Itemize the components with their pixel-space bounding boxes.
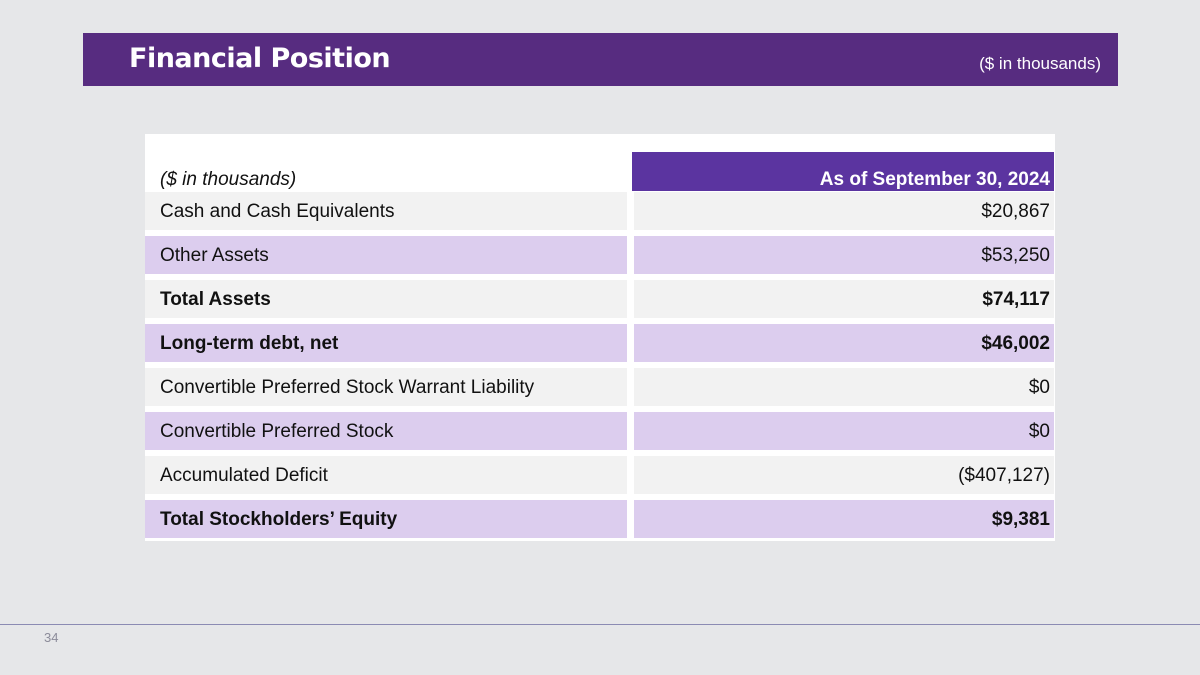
row-value-cell: $0	[634, 412, 1054, 450]
row-label: Other Assets	[160, 245, 269, 266]
table-row: Long-term debt, net $46,002	[145, 324, 1055, 362]
row-value: $9,381	[991, 509, 1050, 530]
row-label-cell: Convertible Preferred Stock Warrant Liab…	[145, 368, 627, 406]
row-label-cell: Convertible Preferred Stock	[145, 412, 627, 450]
table-label-header: ($ in thousands)	[160, 169, 297, 190]
row-label: Long-term debt, net	[160, 333, 339, 354]
row-value: $46,002	[981, 333, 1050, 354]
units-note: ($ in thousands)	[979, 54, 1101, 73]
row-value-cell: $9,381	[634, 500, 1054, 538]
row-label-cell: Total Assets	[145, 280, 627, 318]
row-value-cell: $0	[634, 368, 1054, 406]
table-row: Total Stockholders’ Equity $9,381	[145, 500, 1055, 538]
row-label: Convertible Preferred Stock Warrant Liab…	[160, 377, 535, 398]
table-row: Convertible Preferred Stock Warrant Liab…	[145, 368, 1055, 406]
footer-divider	[0, 624, 1200, 625]
row-label: Accumulated Deficit	[160, 465, 328, 486]
table-row: Other Assets $53,250	[145, 236, 1055, 274]
row-value-cell: ($407,127)	[634, 456, 1054, 494]
row-label-cell: Long-term debt, net	[145, 324, 627, 362]
table-row: Total Assets $74,117	[145, 280, 1055, 318]
row-value-cell: $74,117	[634, 280, 1054, 318]
row-label: Cash and Cash Equivalents	[160, 201, 395, 222]
row-value: $74,117	[982, 289, 1050, 310]
row-value: ($407,127)	[958, 465, 1050, 486]
column-header-label: As of September 30, 2024	[819, 169, 1050, 190]
row-label-cell: Total Stockholders’ Equity	[145, 500, 627, 538]
row-label-cell: Accumulated Deficit	[145, 456, 627, 494]
row-value-cell: $20,867	[634, 192, 1054, 230]
table-column-header: As of September 30, 2024	[632, 152, 1054, 191]
table-row: Accumulated Deficit ($407,127)	[145, 456, 1055, 494]
row-label-cell: Cash and Cash Equivalents	[145, 192, 627, 230]
financial-table: ($ in thousands) As of September 30, 202…	[145, 134, 1055, 541]
row-value: $0	[1028, 421, 1050, 442]
row-value-cell: $53,250	[634, 236, 1054, 274]
table-row: Convertible Preferred Stock $0	[145, 412, 1055, 450]
page-title: Financial Position	[129, 43, 391, 74]
header-bar: Financial Position ($ in thousands)	[83, 33, 1118, 86]
row-label-cell: Other Assets	[145, 236, 627, 274]
page-number: 34	[44, 630, 59, 645]
row-label: Convertible Preferred Stock	[160, 421, 394, 442]
row-value: $20,867	[981, 201, 1050, 222]
row-label: Total Assets	[160, 289, 271, 310]
table-row: Cash and Cash Equivalents $20,867	[145, 192, 1055, 230]
row-label: Total Stockholders’ Equity	[160, 509, 398, 530]
row-value: $53,250	[981, 245, 1050, 266]
row-value-cell: $46,002	[634, 324, 1054, 362]
row-value: $0	[1028, 377, 1050, 398]
